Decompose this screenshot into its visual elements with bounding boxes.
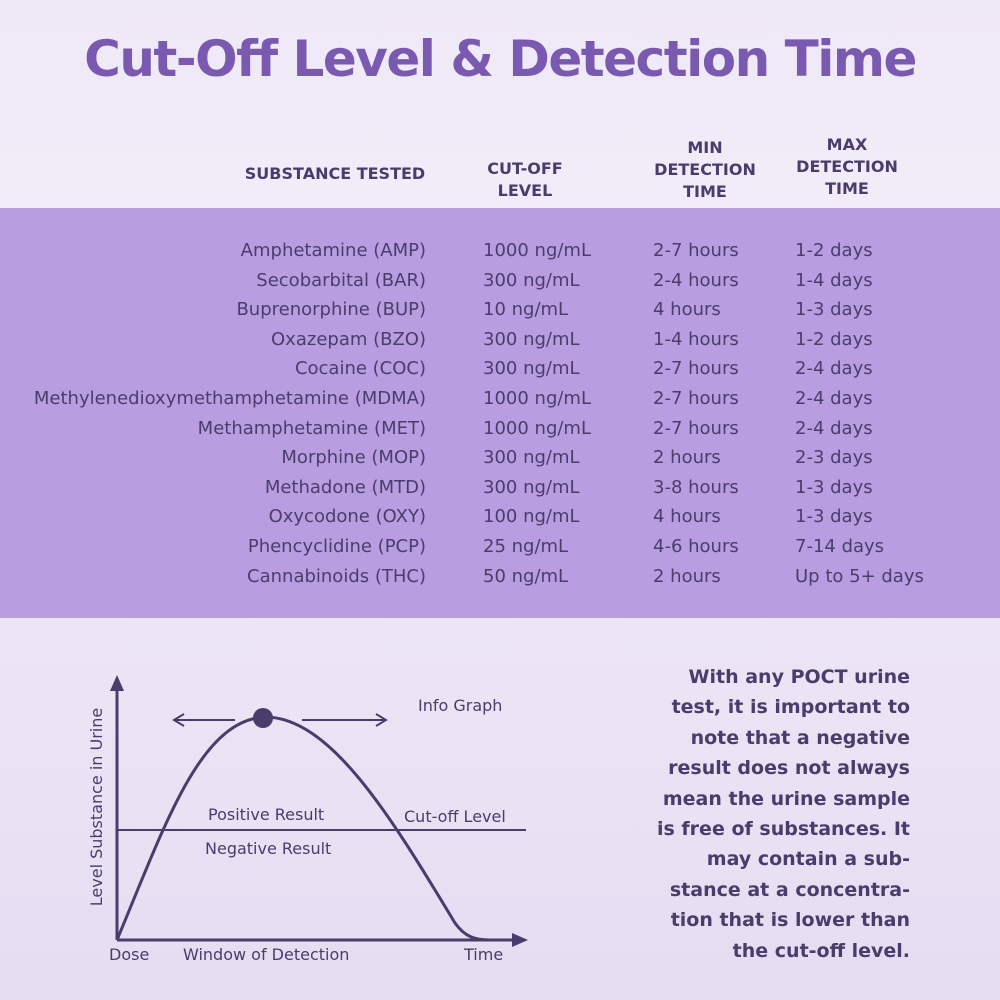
table-row: Methamphetamine (MET) 1000 ng/mL 2-7 hours…: [0, 418, 1000, 448]
min-detection-cell: 4 hours: [653, 506, 721, 528]
negative-result-label: Negative Result: [205, 839, 331, 858]
max-detection-cell: 2-4 days: [795, 358, 873, 380]
table-row: Cocaine (COC) 300 ng/mL 2-7 hours 2-4 days: [0, 358, 1000, 388]
cutoff-cell: 1000 ng/mL: [483, 417, 591, 439]
cutoff-cell: 25 ng/mL: [483, 536, 569, 557]
table-row: Oxycodone (OXY) 100 ng/mL 4 hours 1-3 days: [0, 506, 1000, 536]
table-row: Amphetamine (AMP) 1000 ng/mL 2-7 hours 1-2 …: [0, 240, 1000, 270]
dose-label: Dose: [109, 945, 149, 964]
header-max-detection: MAX DETECTION TIME: [796, 135, 898, 198]
max-detection-cell: 2-4 days: [795, 417, 873, 439]
peak-dot: [253, 708, 273, 728]
max-detection-cell: 1-2 days: [795, 328, 873, 350]
substance-cell: Methadone (MTD): [264, 476, 426, 498]
min-detection-cell: 4-6 hours: [653, 536, 739, 557]
substance-cell: Cocaine (COC): [294, 358, 426, 380]
header-cutoff: CUT-OFF LEVEL: [487, 159, 563, 200]
table-row: Methadone (MTD) 300 ng/mL 3-8 hours 1-3 day…: [0, 477, 1000, 507]
table-row: Phencyclidine (PCP) 25 ng/mL 4-6 hours 7-14…: [0, 536, 1000, 566]
header-substance: SUBSTANCE TESTED: [244, 164, 426, 183]
cutoff-cell: 1000 ng/mL: [483, 388, 591, 409]
substance-cell: Buprenorphine (BUP): [236, 299, 426, 321]
max-detection-cell: 2-3 days: [795, 447, 873, 469]
min-detection-cell: 2-7 hours: [653, 388, 739, 409]
min-detection-cell: 2-4 hours: [653, 269, 739, 291]
table-row: Cannabinoids (THC) 50 ng/mL 2 hours Up to 5…: [0, 566, 1000, 596]
info-note: With any POCT urine test, it is importan…: [656, 666, 910, 962]
table-row: Morphine (MOP) 300 ng/mL 2 hours 2-3 days: [0, 447, 1000, 477]
substance-cell: Cannabinoids (THC): [247, 565, 426, 587]
max-detection-cell: 1-4 days: [795, 269, 873, 291]
concentration-curve: [115, 715, 491, 942]
cutoff-cell: 300 ng/mL: [483, 269, 580, 291]
min-detection-cell: 2-7 hours: [653, 240, 739, 261]
min-detection-cell: 2 hours: [653, 447, 721, 469]
max-detection-cell: 1-3 days: [795, 506, 873, 528]
cutoff-level-label: Cut-off Level: [404, 807, 506, 826]
substance-cell: Secobarbital (BAR): [256, 269, 426, 291]
table-row: Oxazepam (BZO) 300 ng/mL 1-4 hours 1-2 days: [0, 329, 1000, 359]
x-axis-arrow-icon: [512, 933, 528, 947]
window-label: Window of Detection: [183, 945, 349, 964]
max-detection-cell: 2-4 days: [795, 388, 873, 409]
min-detection-cell: 3-8 hours: [653, 476, 739, 498]
page-title: Cut-Off Level & Detection Time: [84, 30, 917, 88]
cutoff-cell: 300 ng/mL: [483, 476, 580, 498]
max-detection-cell: 1-3 days: [795, 476, 873, 498]
detection-graph: Info Graph Level Substance in Urine Posi…: [87, 675, 528, 964]
substance-cell: Methamphetamine (MET): [197, 417, 426, 439]
max-detection-cell: 7-14 days: [795, 536, 885, 557]
table-band: [0, 208, 1000, 618]
cutoff-cell: 10 ng/mL: [483, 299, 569, 321]
max-detection-cell: Up to 5+ days: [795, 565, 924, 587]
min-detection-cell: 2-7 hours: [653, 417, 739, 439]
substance-cell: Oxycodone (OXY): [268, 506, 426, 528]
min-detection-cell: 2 hours: [653, 565, 721, 587]
substance-cell: Methylenedioxymethamphetamine (MDMA): [33, 388, 426, 409]
cutoff-cell: 1000 ng/mL: [483, 240, 591, 261]
table-row: Secobarbital (BAR) 300 ng/mL 2-4 hours 1-4 …: [0, 270, 1000, 300]
min-detection-cell: 2-7 hours: [653, 358, 739, 380]
graph-title: Info Graph: [418, 696, 502, 715]
table-row: Buprenorphine (BUP) 10 ng/mL 4 hours 1-3 da…: [0, 299, 1000, 329]
substance-cell: Oxazepam (BZO): [271, 328, 426, 350]
min-detection-cell: 1-4 hours: [653, 328, 739, 350]
cutoff-cell: 300 ng/mL: [483, 447, 580, 469]
table-row: Methylenedioxymethamphetamine (MDMA) 1000…: [0, 388, 1000, 418]
cutoff-cell: 100 ng/mL: [483, 506, 580, 528]
time-label: Time: [463, 945, 503, 964]
min-detection-cell: 4 hours: [653, 299, 721, 321]
max-detection-cell: 1-2 days: [795, 240, 873, 261]
substance-cell: Phencyclidine (PCP): [247, 536, 426, 557]
cutoff-cell: 50 ng/mL: [483, 565, 569, 587]
graph-y-label: Level Substance in Urine: [87, 708, 106, 906]
positive-result-label: Positive Result: [208, 805, 324, 824]
header-min-detection: MIN DETECTION TIME: [654, 138, 756, 201]
substance-cell: Amphetamine (AMP): [240, 240, 426, 261]
cutoff-cell: 300 ng/mL: [483, 328, 580, 350]
cutoff-cell: 300 ng/mL: [483, 358, 580, 380]
substance-cell: Morphine (MOP): [281, 447, 426, 469]
y-axis-arrow-icon: [110, 675, 124, 691]
max-detection-cell: 1-3 days: [795, 299, 873, 321]
